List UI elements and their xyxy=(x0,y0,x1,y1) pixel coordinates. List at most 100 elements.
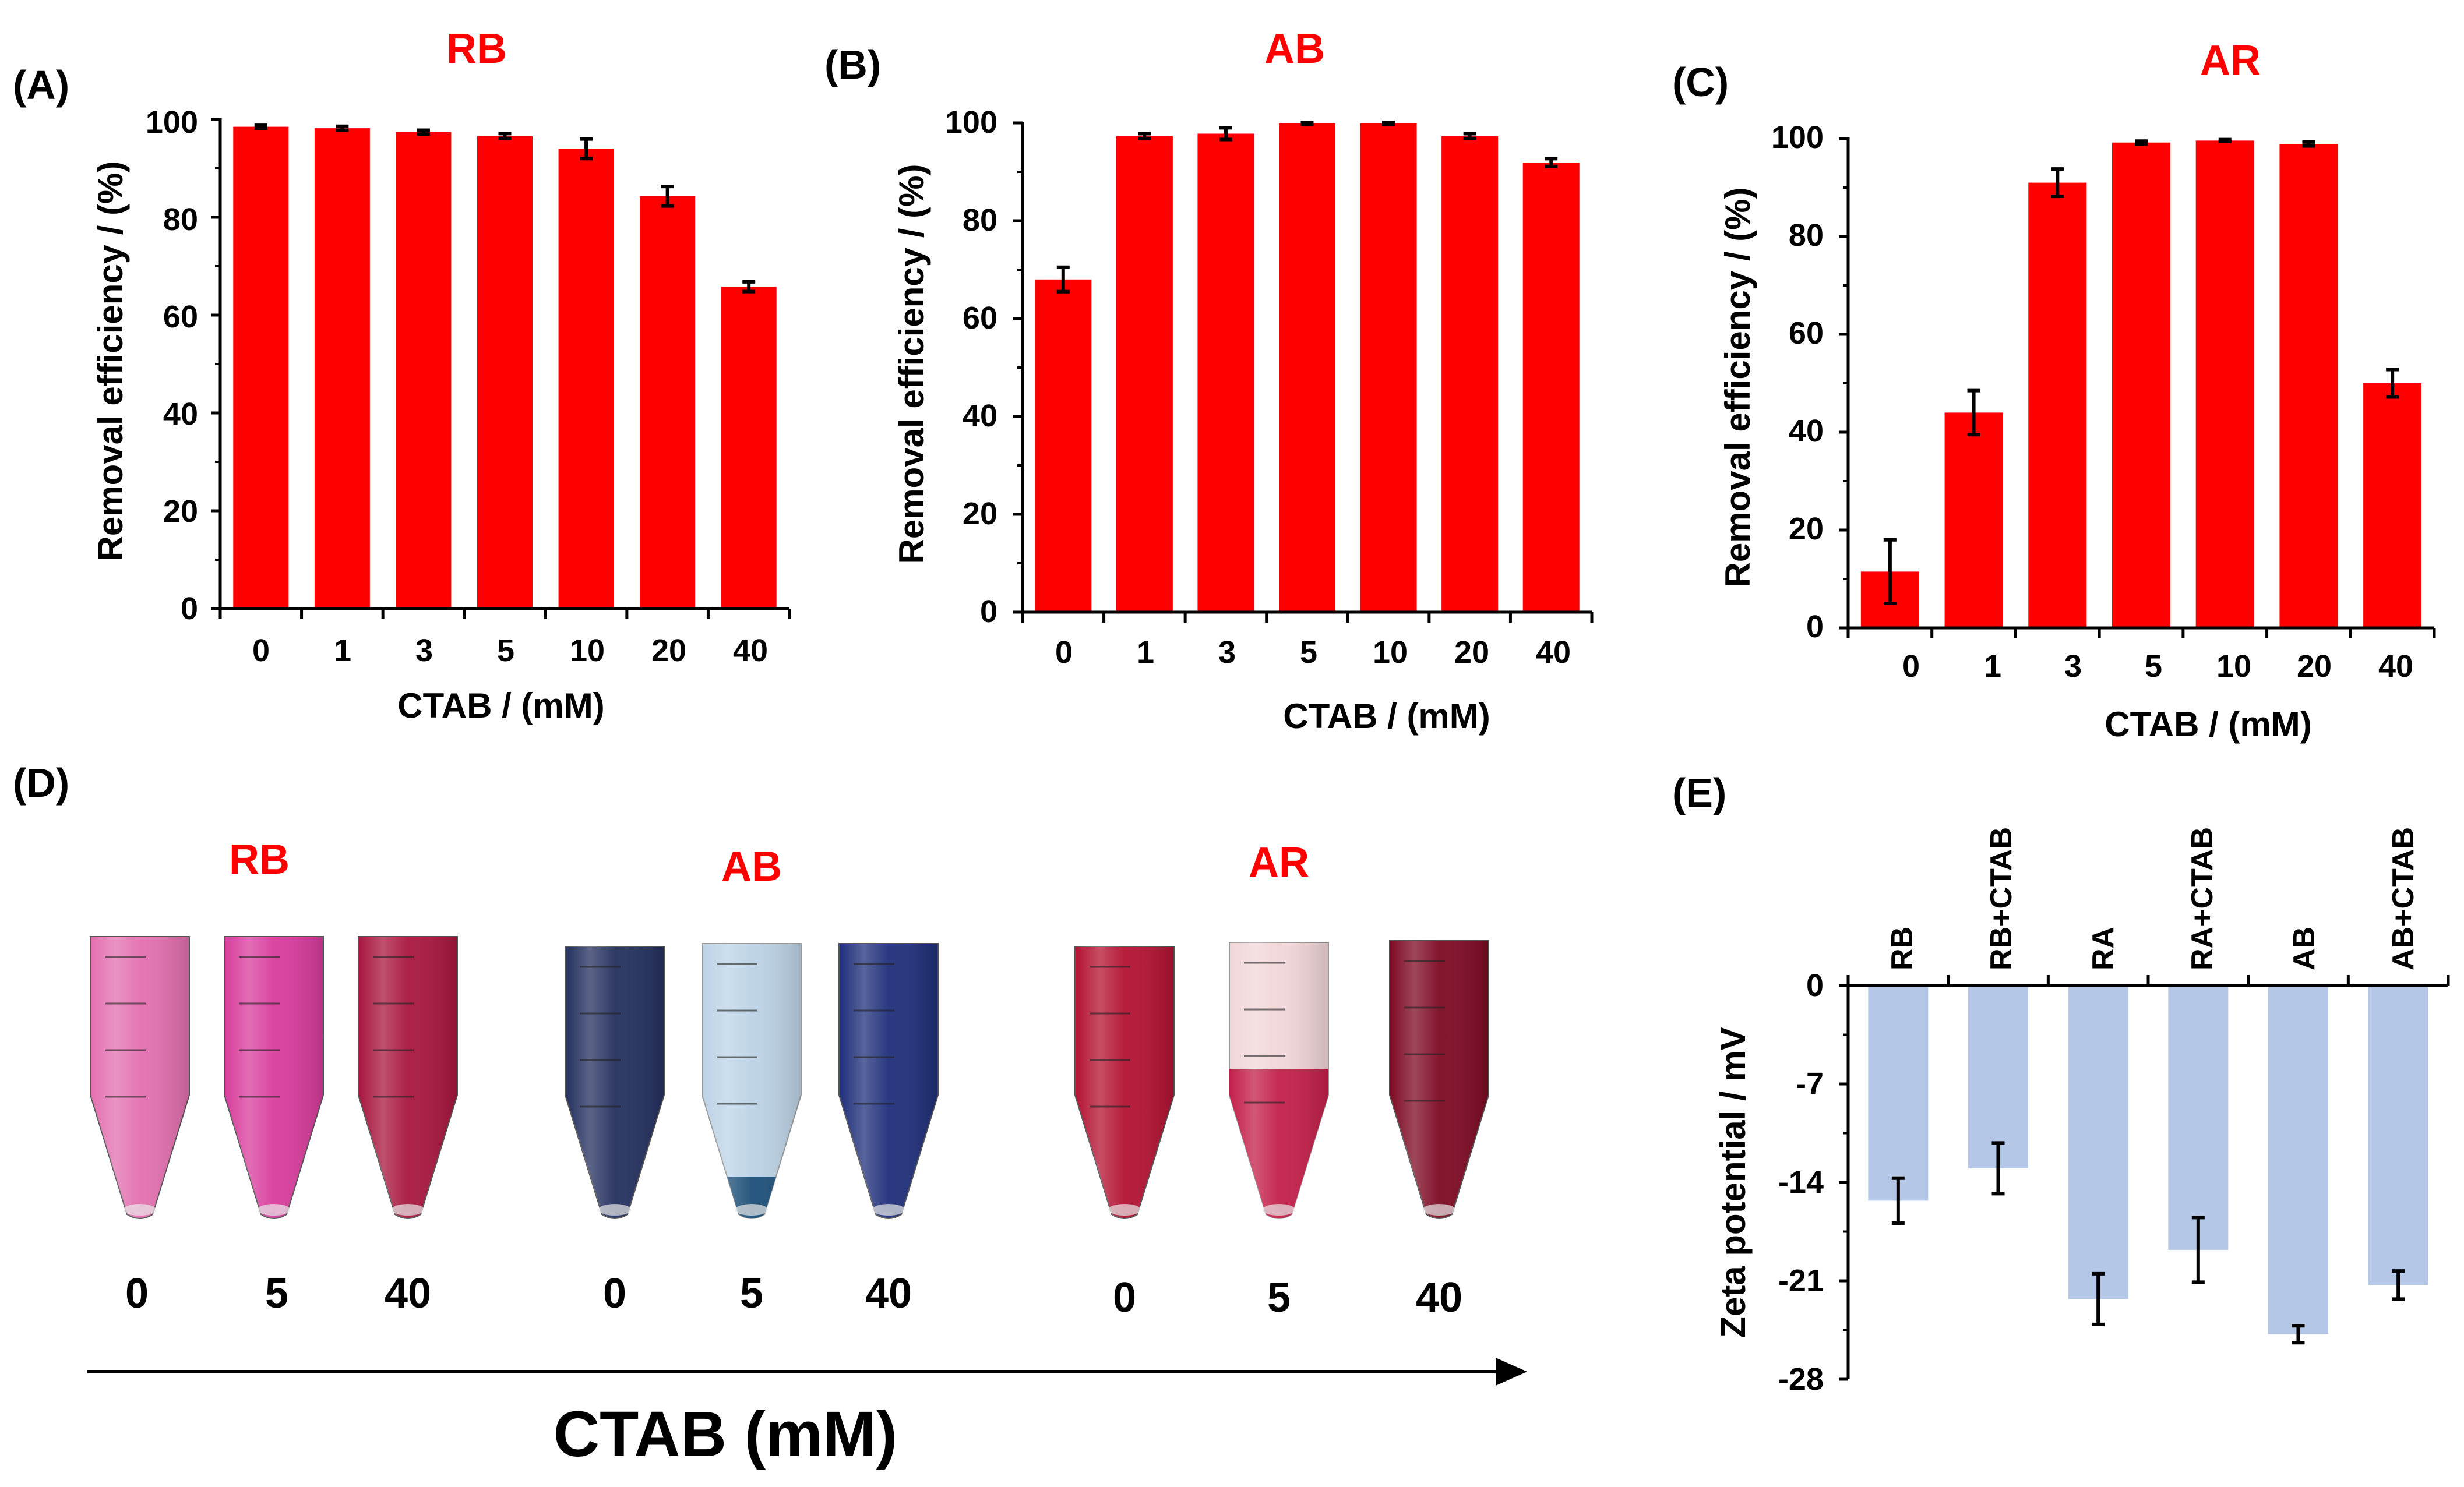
panel-b-xlabel: CTAB / (mM) xyxy=(1283,697,1490,736)
ytick-label: -7 xyxy=(1796,1066,1824,1101)
bar xyxy=(2268,986,2328,1334)
ytick-label: 100 xyxy=(945,105,997,140)
xtick-label: RB+CTAB xyxy=(1984,827,2018,970)
panel-a-ylabel: Removal efficiency / (%) xyxy=(91,161,130,561)
xtick-label: 3 xyxy=(1218,635,1236,670)
panel-a-chart: (A) RB Removal efficiency / (%) CTAB / (… xyxy=(13,26,791,725)
bar xyxy=(233,126,289,609)
panel-c-chart: (C) AR Removal efficiency / (%) CTAB / (… xyxy=(1672,37,2436,744)
tube-rb-0 xyxy=(90,936,190,1219)
ytick-label: 80 xyxy=(163,202,198,237)
panel-c-plot-area xyxy=(1839,137,2436,638)
panel-a-plot-area xyxy=(211,118,791,619)
tube-ar-0 xyxy=(1074,946,1175,1219)
bar xyxy=(2195,140,2254,628)
conc-label: 0 xyxy=(125,1270,149,1317)
panel-c-ytick-labels: 0 20 40 60 80 100 xyxy=(1771,120,1824,644)
bar xyxy=(1522,163,1580,612)
bar xyxy=(1116,136,1173,612)
bar xyxy=(640,196,696,609)
bar xyxy=(2168,986,2229,1250)
tube-glass-highlight xyxy=(1075,946,1174,1218)
tube-glass-highlight xyxy=(224,937,323,1218)
panel-e-plot-area xyxy=(1839,975,2450,1381)
tube-photos xyxy=(90,936,1489,1219)
panel-b-xtick-labels: 0 1 3 5 10 20 40 xyxy=(1055,635,1571,670)
panel-c-xlabel: CTAB / (mM) xyxy=(2105,705,2312,744)
bar xyxy=(558,149,614,609)
group-title-ar: AR xyxy=(1249,839,1309,886)
tube-glass-highlight xyxy=(839,944,938,1218)
ytick-label: 40 xyxy=(1789,414,1824,448)
panel-e-ytick-labels: 0 -7 -14 -21 -28 xyxy=(1778,968,1824,1397)
xtick-label: 0 xyxy=(1902,649,1920,684)
bar xyxy=(2363,383,2422,628)
panel-b-chart: (B) AB Removal efficiency / (%) CTAB / (… xyxy=(824,26,1594,736)
ctab-arrow-label: CTAB (mM) xyxy=(554,1398,898,1470)
ytick-label: 0 xyxy=(1806,609,1824,644)
xtick-label: 3 xyxy=(2064,649,2082,684)
tube-glass-highlight xyxy=(1390,941,1489,1218)
tube-glass-highlight xyxy=(358,937,457,1218)
tube-rb-40 xyxy=(358,936,458,1219)
panel-b-plot-area xyxy=(1013,121,1594,623)
tube-glass-highlight xyxy=(565,946,664,1218)
bar xyxy=(314,128,370,609)
panel-a-xlabel: CTAB / (mM) xyxy=(397,686,605,725)
ytick-label: 40 xyxy=(963,398,997,433)
conc-label: 40 xyxy=(865,1270,912,1317)
bar xyxy=(1441,136,1499,612)
xtick-label: 1 xyxy=(334,633,351,668)
xtick-label: 1 xyxy=(1984,649,2001,684)
tube-tip-reflection xyxy=(392,1204,424,1216)
conc-label: 0 xyxy=(1113,1274,1136,1321)
ytick-label: 40 xyxy=(163,397,198,432)
xtick-label: 10 xyxy=(2216,649,2251,684)
tube-glass-highlight xyxy=(90,937,189,1218)
tube-rb-5 xyxy=(224,936,324,1219)
xtick-label: RA xyxy=(2086,927,2120,970)
tube-ab-5 xyxy=(702,943,802,1219)
tube-tip-reflection xyxy=(598,1204,631,1216)
ytick-label: 60 xyxy=(163,299,198,334)
xtick-label: 20 xyxy=(651,633,686,668)
xtick-label: 10 xyxy=(1373,635,1408,670)
group-title-rb: RB xyxy=(229,836,290,883)
bar xyxy=(1360,123,1417,613)
panel-e-ylabel: Zeta potential / mV xyxy=(1714,1027,1753,1337)
conc-label: 5 xyxy=(740,1270,763,1317)
ytick-label: 0 xyxy=(980,594,997,629)
conc-label: 0 xyxy=(603,1270,626,1317)
panel-b-ylabel: Removal efficiency / (%) xyxy=(892,164,931,564)
xtick-label: AB xyxy=(2287,927,2321,970)
tube-tip-reflection xyxy=(258,1204,290,1216)
tube-tip-reflection xyxy=(872,1204,905,1216)
xtick-label: AB+CTAB xyxy=(2387,827,2420,970)
xtick-label: 5 xyxy=(2145,649,2162,684)
conc-label: 40 xyxy=(385,1270,431,1317)
xtick-label: 10 xyxy=(570,633,605,668)
tube-tip-reflection xyxy=(1423,1204,1455,1216)
ytick-label: 100 xyxy=(146,105,198,140)
bar xyxy=(1035,279,1092,612)
bar xyxy=(1944,412,2003,628)
panel-c-xtick-labels: 0 1 3 5 10 20 40 xyxy=(1902,649,2413,684)
xtick-label: RB xyxy=(1885,927,1919,970)
xtick-label: 20 xyxy=(2297,649,2332,684)
tube-tip-reflection xyxy=(124,1204,156,1216)
ytick-label: 80 xyxy=(963,203,997,238)
bar xyxy=(477,136,533,609)
panel-d-label: (D) xyxy=(13,760,69,806)
panel-a-title: RB xyxy=(446,26,507,72)
xtick-label: 20 xyxy=(1454,635,1489,670)
bar xyxy=(1197,133,1254,613)
ytick-label: 80 xyxy=(1789,218,1824,253)
bar xyxy=(2368,986,2428,1285)
ytick-label: 20 xyxy=(163,494,198,529)
panel-c-label: (C) xyxy=(1672,59,1729,105)
bar xyxy=(1868,986,1929,1201)
tube-glass-highlight xyxy=(1229,942,1328,1218)
ytick-label: 60 xyxy=(963,301,997,335)
tube-ar-40 xyxy=(1389,940,1489,1219)
